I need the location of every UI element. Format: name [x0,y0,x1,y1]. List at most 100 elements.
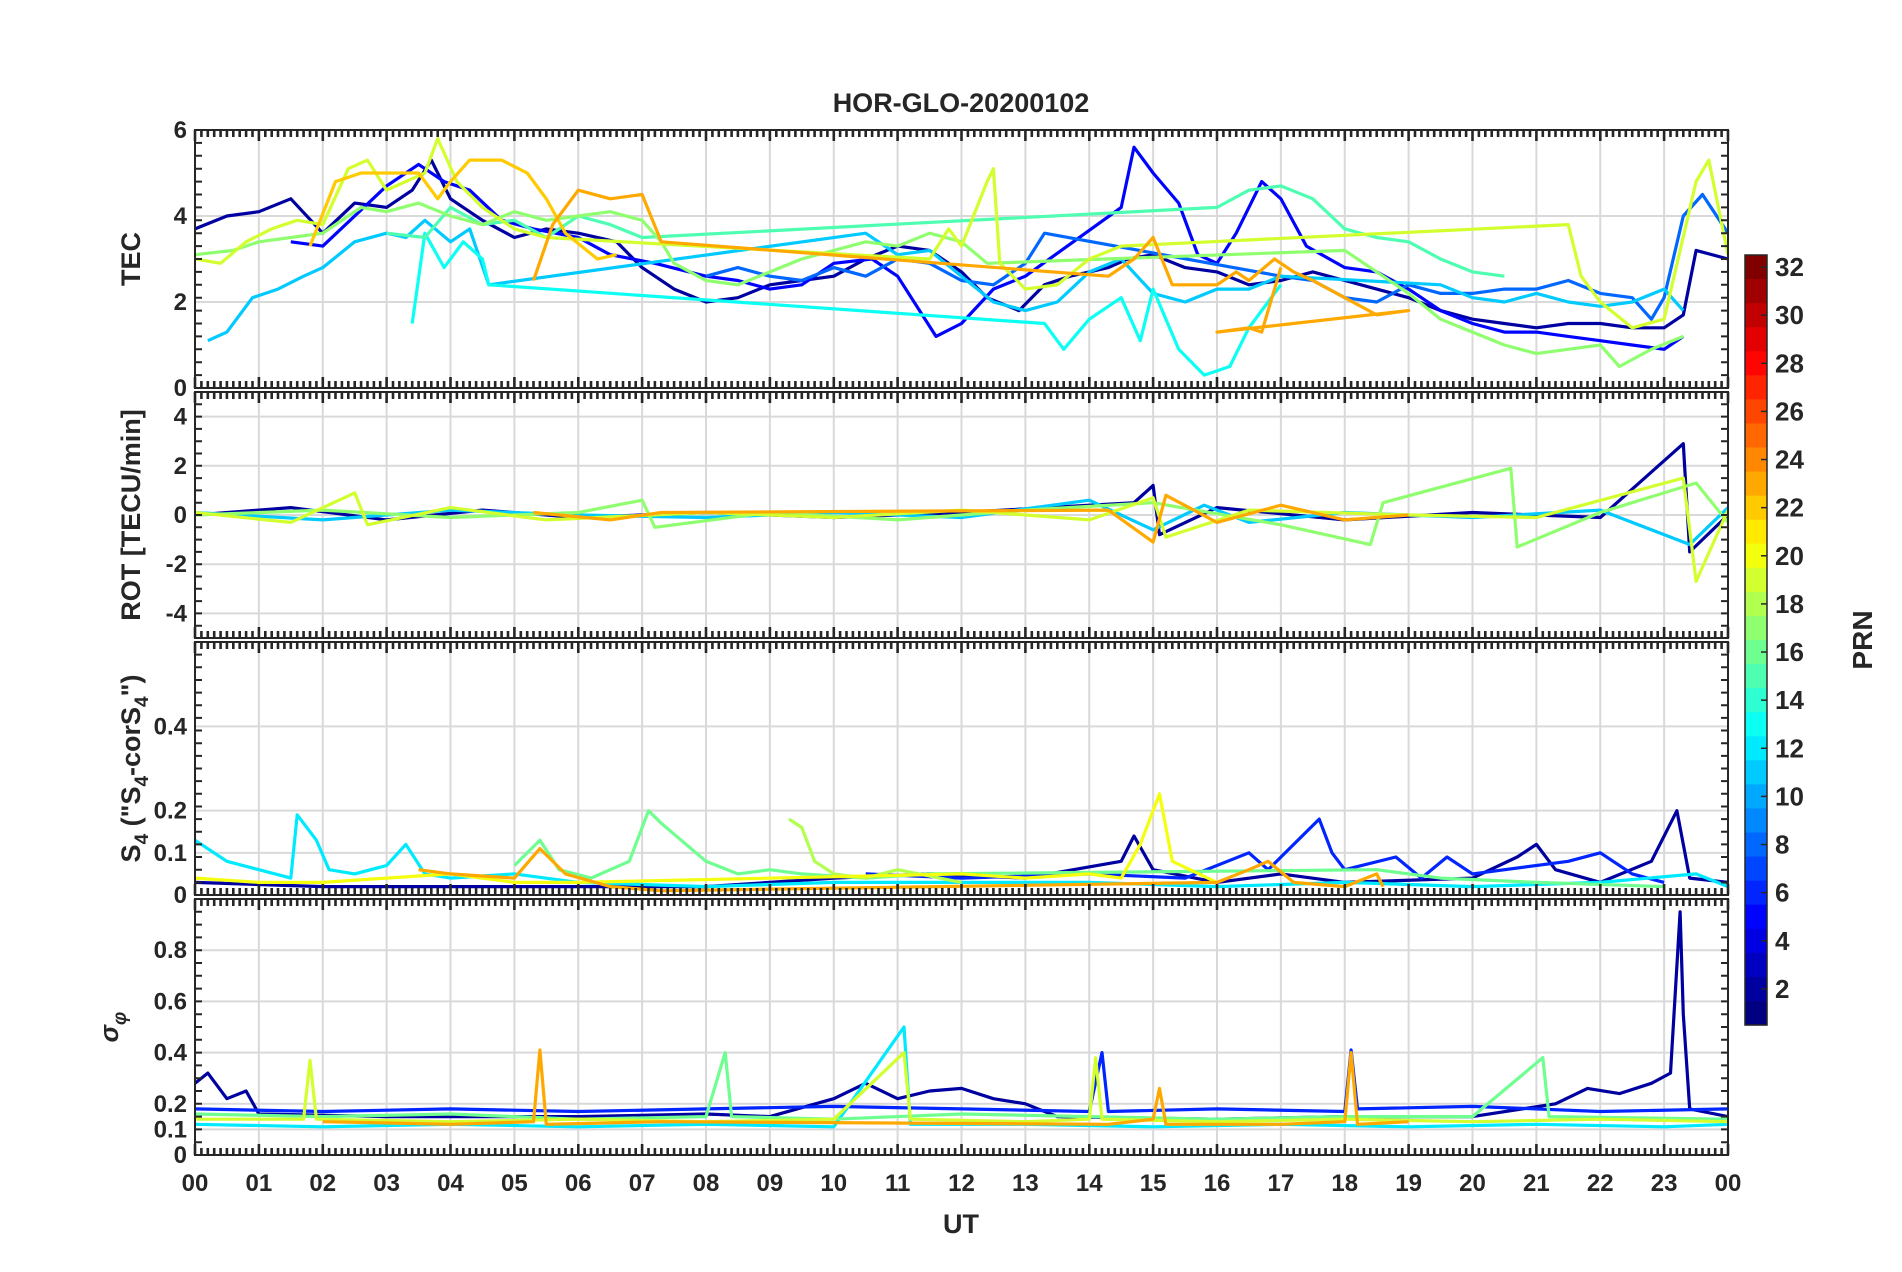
x-tick-label: 08 [693,1170,720,1197]
series-line-prn-11 [195,498,1728,547]
y-tick-label: 4 [174,203,188,230]
colorbar-band [1745,399,1767,425]
colorbar-label: PRN [1847,610,1878,669]
series-line-prn-11 [207,218,1685,343]
colorbar-band [1745,808,1767,834]
y-tick-label: 0.1 [154,1116,187,1143]
x-tick-label: 00 [1715,1170,1742,1197]
y-tick-label: 0 [174,882,187,909]
grid [195,642,1728,895]
panel-tec: 0 2 4 6 TEC [116,117,1730,402]
y-axis-label: S4​ ("S4​-corS4​") [116,675,153,863]
x-tick-label: 03 [373,1170,400,1197]
colorbar-tick-label: 32 [1775,252,1804,282]
colorbar-band [1745,255,1767,280]
colorbar-tick-label: 18 [1775,589,1804,619]
y-tick-label: -4 [166,600,188,627]
x-tick-label: 02 [309,1170,336,1197]
colorbar-band [1745,928,1767,954]
colorbar-band [1745,519,1767,545]
y-ticks [195,129,1728,389]
series-line-prn-23 [418,847,1385,893]
x-tick-label: 17 [1268,1170,1295,1197]
colorbar-frame [1744,254,1768,1026]
colorbar-band [1745,567,1767,593]
colorbar-band [1745,736,1767,761]
colorbar-band [1745,976,1767,1002]
x-ticks [193,642,1730,895]
y-axis-label: ROT [TECU/min] [116,409,146,620]
x-tick-label: 21 [1523,1170,1550,1197]
x-tick-label: 18 [1331,1170,1358,1197]
y-tick-label: 0.4 [154,1040,188,1067]
panel-s4: 0 0.1 0.2 0.4S4​ ("S4​-corS4​") [116,641,1730,909]
figure-title: HOR-GLO-20200102 [833,88,1090,118]
colorbar-band [1745,327,1767,352]
y-tick-label: 0 [174,1142,187,1169]
x-tick-label: 09 [757,1170,784,1197]
y-ticks [195,641,1728,896]
y-ticks [195,391,1728,639]
series-line-prn-16 [195,1051,1728,1121]
y-tick-label: 0.8 [154,937,187,964]
x-tick-label: 07 [629,1170,656,1197]
colorbar-band [1745,712,1767,737]
y-ticks [195,898,1728,1156]
colorbar-tick-label: 2 [1775,974,1789,1004]
x-tick-label: 06 [565,1170,592,1197]
colorbar-tick-label: 12 [1775,733,1804,763]
colorbar-tick-label: 4 [1775,926,1790,956]
series-line-prn-18 [788,817,962,884]
x-tick-label: 23 [1651,1170,1678,1197]
y-tick-label: 0 [174,502,187,529]
series-line-prn-22 [308,158,617,261]
colorbar-band [1745,832,1767,858]
x-tick-label: 19 [1395,1170,1422,1197]
colorbar-tick-label: 26 [1775,396,1804,426]
series-group [195,137,1728,377]
colorbar-band [1745,615,1767,641]
y-tick-label: 0.2 [154,798,187,825]
colorbar-band [1745,856,1767,882]
x-ticks [193,392,1730,638]
colorbar-band [1745,880,1767,906]
panel-rot: -4 -2 0 2 4 ROT [TECU/min] [116,391,1730,639]
series-line-prn-23 [533,493,1409,544]
y-tick-label: 4 [174,404,188,431]
y-axis-label: TEC [116,232,146,286]
colorbar-band [1745,664,1767,689]
y-tick-label: 0.1 [154,840,187,867]
x-axis-label: UT [943,1209,979,1239]
x-ticks [193,899,1730,1155]
x-tick-label: 20 [1459,1170,1486,1197]
x-tick-label: 22 [1587,1170,1614,1197]
y-tick-label: 2 [174,289,187,316]
series-line-prn-19 [195,137,1728,330]
colorbar-tick-label: 8 [1775,830,1789,860]
colorbar-band [1745,784,1767,810]
y-tick-label: 0.4 [154,713,188,740]
x-tick-label: 16 [1204,1170,1231,1197]
x-tick-label: 10 [820,1170,847,1197]
colorbar-tick-label: 6 [1775,878,1789,908]
x-tick-label: 14 [1076,1170,1103,1197]
y-tick-label: 6 [174,117,187,144]
series-group [195,910,1728,1129]
colorbar-band [1745,351,1767,376]
series-line-prn-23 [531,188,1411,334]
colorbar-tick-label: 16 [1775,637,1804,667]
x-tick-label: 15 [1140,1170,1167,1197]
colorbar-band [1745,375,1767,400]
x-tick-label: 12 [948,1170,975,1197]
colorbar-band [1745,640,1767,665]
colorbar-band [1745,688,1767,713]
y-tick-label: 0.2 [154,1091,187,1118]
colorbar-tick-label: 20 [1775,541,1804,571]
colorbar-band [1745,543,1767,569]
grid [195,899,1728,1155]
series-line-prn-16 [513,809,1665,889]
x-tick-label: 11 [885,1170,910,1197]
x-tick-label: 13 [1012,1170,1039,1197]
